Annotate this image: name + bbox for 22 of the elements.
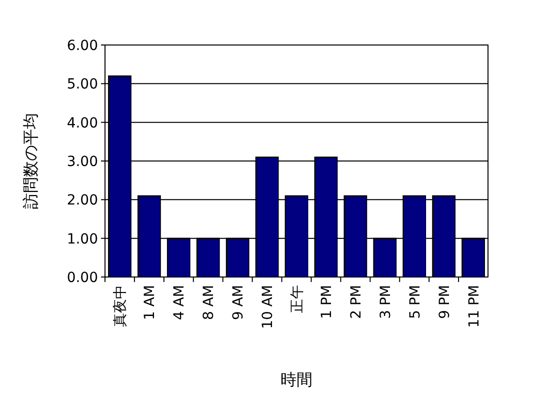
x-tick-label: 3 PM [378, 285, 394, 319]
y-axis-title: 訪問数の平均 [21, 113, 40, 209]
y-tick-label: 1.00 [66, 231, 98, 248]
x-tick-label: 正午 [290, 285, 306, 313]
x-tick-label: 10 AM [260, 285, 276, 329]
x-tick-label: 1 PM [318, 285, 335, 319]
y-tick-label: 2.00 [66, 192, 98, 209]
y-tick-label: 6.00 [66, 38, 98, 54]
x-tick-label: 9 PM [436, 285, 453, 319]
x-tick-label: 4 AM [172, 285, 188, 320]
y-tick-label: 4.00 [66, 115, 98, 132]
x-axis-title: 時間 [280, 370, 312, 389]
y-tick-label: 5.00 [66, 76, 98, 93]
y-tick-label: 0.00 [66, 270, 98, 286]
x-tick-label: 真夜中 [112, 285, 129, 327]
x-tick-label: 9 AM [230, 285, 247, 320]
y-tick-label: 3.00 [66, 154, 98, 170]
x-tick-label: 5 PM [407, 285, 424, 319]
x-tick-label: 2 PM [348, 285, 364, 319]
x-tick-label: 11 PM [466, 285, 482, 328]
x-tick-label: 8 AM [201, 285, 218, 320]
x-tick-label: 1 AM [142, 285, 158, 320]
